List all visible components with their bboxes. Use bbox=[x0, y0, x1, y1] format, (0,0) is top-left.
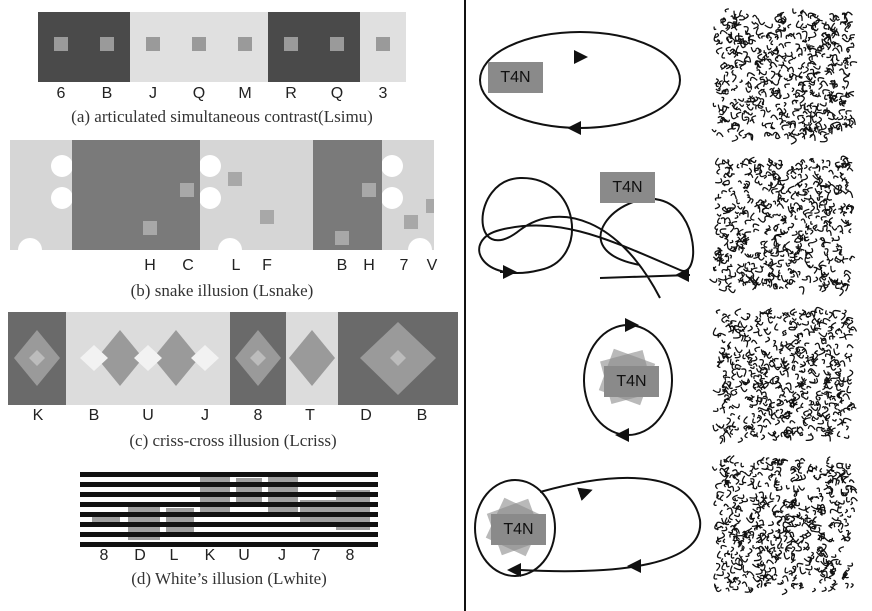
letter: L bbox=[232, 257, 241, 274]
label: T4N bbox=[612, 179, 642, 196]
letter: Q bbox=[331, 85, 343, 102]
label: T4N bbox=[500, 69, 530, 86]
caption: (a) articulated simultaneous contrast(Ls… bbox=[71, 107, 373, 126]
letter: B bbox=[417, 407, 428, 424]
noise-texture bbox=[710, 156, 855, 296]
letter: D bbox=[134, 547, 146, 564]
letter: B bbox=[89, 407, 100, 424]
noise-texture bbox=[713, 308, 857, 444]
noise-texture bbox=[712, 456, 857, 595]
label: T4N bbox=[503, 521, 533, 538]
letter: J bbox=[278, 547, 286, 564]
letter: 6 bbox=[57, 85, 66, 102]
letter: B bbox=[337, 257, 348, 274]
letter: J bbox=[201, 407, 209, 424]
trajectory bbox=[479, 178, 693, 298]
panel-c-image bbox=[8, 312, 458, 405]
letter: 8 bbox=[100, 547, 109, 564]
letter: K bbox=[33, 407, 44, 424]
panel-a-image bbox=[38, 12, 406, 82]
letter: C bbox=[182, 257, 194, 274]
letter: B bbox=[102, 85, 113, 102]
letter: K bbox=[205, 547, 216, 564]
letter: 7 bbox=[400, 257, 409, 274]
letter: D bbox=[360, 407, 372, 424]
letter: F bbox=[262, 257, 272, 274]
caption: (b) snake illusion (Lsnake) bbox=[131, 281, 314, 300]
letter: T bbox=[305, 407, 315, 424]
letter: U bbox=[238, 547, 250, 564]
letter: U bbox=[142, 407, 154, 424]
figure: 6 B J Q M R Q 3 (a) articulated simultaneous con… bbox=[0, 0, 872, 611]
letter: Q bbox=[193, 85, 205, 102]
letter: V bbox=[427, 257, 438, 274]
letter: 7 bbox=[312, 547, 321, 564]
label: T4N bbox=[616, 373, 646, 390]
letter: 3 bbox=[379, 85, 388, 102]
motion-panels bbox=[475, 32, 700, 576]
letter: L bbox=[170, 547, 179, 564]
letter: 8 bbox=[254, 407, 263, 424]
caption: (d) White’s illusion (Lwhite) bbox=[131, 569, 327, 588]
letter: R bbox=[285, 85, 297, 102]
illusions bbox=[8, 12, 458, 547]
letter: H bbox=[144, 257, 156, 274]
letter: H bbox=[363, 257, 375, 274]
letter: J bbox=[149, 85, 157, 102]
panel-d-image bbox=[80, 472, 378, 547]
panel-b-image bbox=[10, 140, 434, 262]
noise-texture bbox=[712, 8, 857, 144]
letter: 8 bbox=[346, 547, 355, 564]
caption: (c) criss-cross illusion (Lcriss) bbox=[129, 431, 336, 450]
letter: M bbox=[238, 85, 251, 102]
